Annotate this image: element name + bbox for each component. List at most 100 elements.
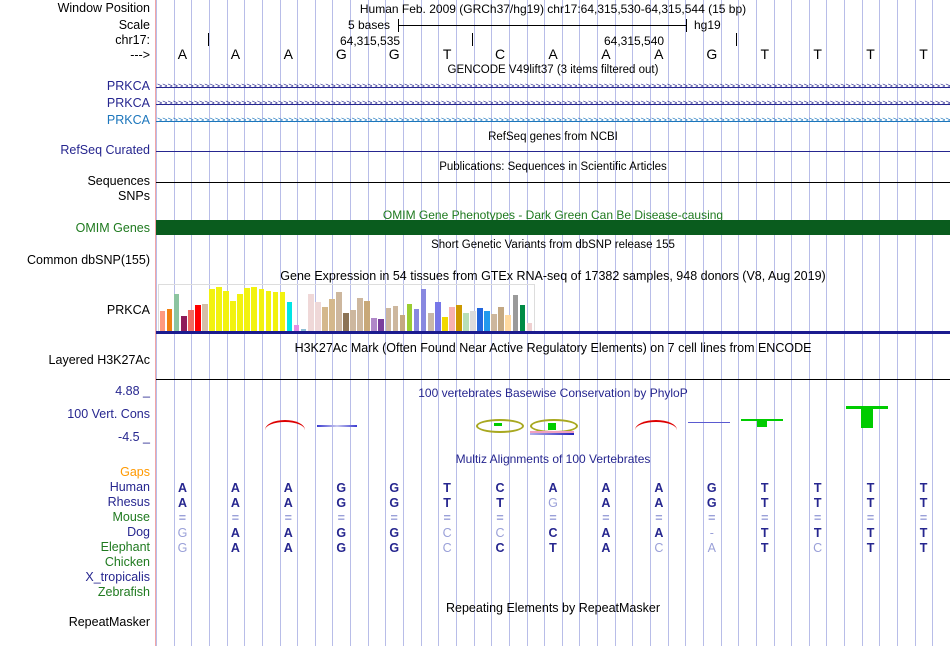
- gtex-bar[interactable]: [364, 301, 370, 331]
- multiz-species-label[interactable]: Mouse: [112, 510, 150, 524]
- gtex-bar[interactable]: [456, 305, 462, 331]
- multiz-species-label[interactable]: Human: [109, 480, 150, 494]
- sequence-base: A: [601, 46, 611, 62]
- phylop-green-block: [757, 419, 767, 427]
- gtex-bar[interactable]: [258, 289, 265, 331]
- gtex-bar[interactable]: [470, 311, 476, 331]
- publications-label-snps[interactable]: SNPs: [118, 189, 150, 203]
- gtex-bar[interactable]: [392, 306, 399, 331]
- gtex-bar[interactable]: [209, 289, 215, 331]
- gtex-bar[interactable]: [343, 313, 349, 331]
- gtex-bar[interactable]: [505, 315, 512, 331]
- gencode-label-1[interactable]: PRKCA: [106, 79, 150, 93]
- multiz-species-label[interactable]: Zebrafish: [97, 585, 150, 599]
- gtex-bar[interactable]: [406, 304, 413, 331]
- gtex-bar[interactable]: [194, 305, 201, 331]
- gtex-bar[interactable]: [173, 294, 180, 331]
- coord-tick-mark-0: [208, 33, 209, 46]
- gtex-bar[interactable]: [300, 329, 307, 331]
- gtex-bar[interactable]: [223, 291, 229, 331]
- gtex-label[interactable]: PRKCA: [106, 303, 150, 317]
- gtex-bar[interactable]: [159, 311, 166, 331]
- gtex-bar[interactable]: [420, 289, 427, 331]
- gtex-bar[interactable]: [463, 313, 469, 331]
- gencode-intron-line-3[interactable]: [156, 121, 950, 122]
- multiz-base: A: [230, 496, 240, 510]
- gtex-bar[interactable]: [449, 307, 455, 331]
- omim-label[interactable]: OMIM Genes: [75, 221, 150, 235]
- gtex-bar[interactable]: [519, 305, 526, 331]
- gtex-bar[interactable]: [385, 308, 392, 331]
- gtex-bar[interactable]: [434, 302, 441, 331]
- multiz-species-label[interactable]: Rhesus: [107, 495, 150, 509]
- refseq-label[interactable]: RefSeq Curated: [60, 143, 150, 157]
- gtex-bar[interactable]: [279, 292, 286, 331]
- gtex-bar[interactable]: [180, 316, 187, 331]
- publications-seq-line[interactable]: [156, 182, 950, 183]
- gtex-bar[interactable]: [498, 307, 505, 331]
- gtex-bar[interactable]: [441, 317, 448, 331]
- gtex-bar[interactable]: [477, 308, 483, 331]
- multiz-base: G: [336, 541, 347, 555]
- gtex-bar[interactable]: [371, 318, 378, 331]
- sequence-base: A: [654, 46, 664, 62]
- multiz-species-label[interactable]: Dog: [127, 525, 150, 539]
- refseq-gene-line[interactable]: [156, 151, 950, 152]
- gtex-bar[interactable]: [399, 315, 406, 331]
- multiz-species-label[interactable]: Elephant: [100, 540, 150, 554]
- coord-tick-mark-2: [736, 33, 737, 46]
- gtex-bar[interactable]: [357, 298, 363, 331]
- omim-gene-bar[interactable]: [156, 220, 950, 235]
- gtex-bar[interactable]: [314, 302, 321, 331]
- repeatmasker-label[interactable]: RepeatMasker: [68, 615, 150, 629]
- gtex-bar[interactable]: [484, 311, 490, 331]
- publications-label-sequences[interactable]: Sequences: [87, 174, 150, 188]
- gtex-bar[interactable]: [491, 314, 497, 331]
- gtex-bar[interactable]: [286, 302, 293, 331]
- phylop-red-arc: [635, 420, 677, 430]
- gtex-bar-chart[interactable]: [159, 285, 533, 331]
- gtex-bar[interactable]: [216, 287, 222, 331]
- gencode-intron-line-2[interactable]: [156, 104, 950, 105]
- gtex-bar[interactable]: [322, 307, 328, 331]
- gtex-bar[interactable]: [526, 323, 533, 331]
- sequence-base: T: [866, 46, 875, 62]
- h3k27ac-label[interactable]: Layered H3K27Ac: [48, 353, 150, 367]
- gtex-bar[interactable]: [166, 309, 173, 331]
- gtex-bar[interactable]: [230, 301, 236, 331]
- gtex-bar[interactable]: [413, 309, 420, 331]
- multiz-base: -: [709, 526, 714, 540]
- assembly-position-title: Human Feb. 2009 (GRCh37/hg19) chr17:64,3…: [359, 2, 747, 16]
- gtex-bar[interactable]: [202, 304, 208, 331]
- gtex-bar[interactable]: [329, 299, 335, 331]
- gtex-bar[interactable]: [237, 294, 243, 331]
- gencode-intron-line-1[interactable]: [156, 87, 950, 88]
- gtex-bar[interactable]: [512, 295, 519, 331]
- phylop-conservation-plot[interactable]: [156, 380, 950, 446]
- gtex-bar[interactable]: [187, 310, 194, 331]
- multiz-base: =: [708, 511, 716, 525]
- gtex-bar[interactable]: [251, 287, 258, 331]
- dbsnp-label[interactable]: Common dbSNP(155): [27, 253, 150, 267]
- gtex-bar[interactable]: [272, 292, 279, 331]
- gencode-label-2[interactable]: PRKCA: [106, 96, 150, 110]
- multiz-base: =: [813, 511, 822, 525]
- gtex-center-title: Gene Expression in 54 tissues from GTEx …: [280, 269, 826, 283]
- gtex-bar[interactable]: [336, 292, 342, 331]
- gtex-bar[interactable]: [350, 310, 356, 331]
- multiz-species-label[interactable]: Chicken: [104, 555, 150, 569]
- multiz-species-label[interactable]: Gaps: [120, 465, 150, 479]
- gtex-bar[interactable]: [244, 288, 251, 331]
- gtex-bar[interactable]: [307, 294, 314, 331]
- sequence-base: C: [494, 46, 506, 62]
- gencode-arrows-3: >>>>>>>>>>>>>>>>>>>>>>>>>>>>>>>>>>>>>>>>…: [157, 116, 950, 125]
- multiz-base: A: [601, 541, 611, 555]
- multiz-species-label[interactable]: X_tropicalis: [85, 570, 150, 584]
- gencode-label-3[interactable]: PRKCA: [106, 113, 150, 127]
- gtex-bar[interactable]: [265, 291, 272, 331]
- phylop-label[interactable]: 100 Vert. Cons: [67, 407, 150, 421]
- gtex-bar[interactable]: [427, 313, 434, 331]
- gtex-bar[interactable]: [293, 325, 300, 331]
- gtex-bar[interactable]: [378, 319, 385, 331]
